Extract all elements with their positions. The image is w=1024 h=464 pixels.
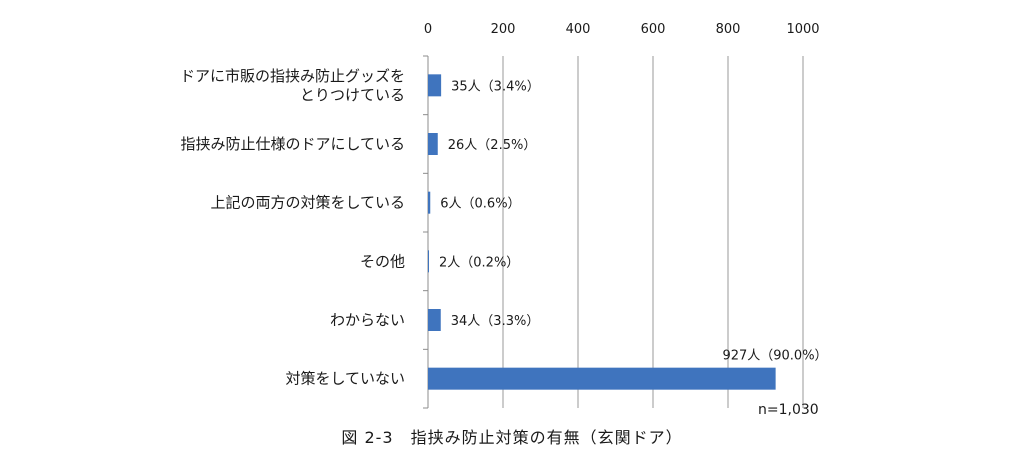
x-tick-label: 800 [716, 22, 741, 37]
sample-size-note: n=1,030 [758, 402, 819, 418]
bar [428, 191, 431, 214]
category-label: 上記の両方の対策をしている [210, 194, 405, 212]
bar [428, 367, 776, 390]
x-tick-label: 400 [566, 22, 591, 37]
data-label: 927人（90.0%） [722, 349, 827, 364]
figure-caption: 図 2-3 指挟み防止対策の有無（玄関ドア） [341, 428, 683, 447]
bar [428, 74, 442, 97]
bar [428, 133, 438, 155]
category-label: とりつけている [300, 86, 405, 104]
category-label: ドアに市販の指挟み防止グッズを [180, 67, 405, 85]
x-tick-label: 1000 [786, 22, 819, 37]
bar [428, 309, 441, 331]
data-label: 34人（3.3%） [451, 314, 540, 329]
category-label: 対策をしていない [285, 370, 405, 388]
category-label: その他 [360, 252, 405, 270]
data-label: 6人（0.6%） [440, 197, 520, 212]
data-label: 2人（0.2%） [439, 255, 519, 270]
x-tick-label: 200 [491, 22, 516, 37]
data-label: 35人（3.4%） [451, 79, 540, 94]
data-label: 26人（2.5%） [448, 138, 537, 153]
bar [428, 250, 429, 273]
x-tick-label: 0 [424, 22, 432, 37]
x-tick-label: 600 [641, 22, 666, 37]
category-label: わからない [330, 311, 405, 329]
category-label: 指挟み防止仕様のドアにしている [180, 135, 405, 153]
